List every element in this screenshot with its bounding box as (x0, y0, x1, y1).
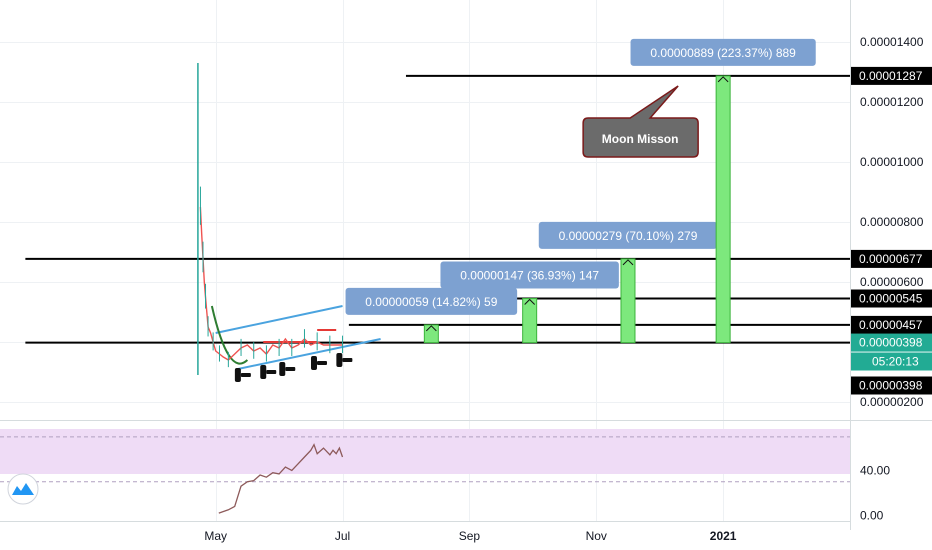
target-bar (423, 324, 439, 344)
price-series (197, 63, 344, 375)
time-tick-label: Nov (586, 529, 607, 543)
price-tag-label: 0.00001287 (859, 69, 923, 83)
price-tag (851, 376, 932, 395)
rsi-tick-label: 0.00 (860, 508, 884, 522)
target-label: 0.00000059 (14.82%) 59 (365, 295, 497, 309)
time-tick-label: May (204, 529, 227, 543)
target-label-box (538, 221, 718, 249)
target-arrow-head (717, 76, 729, 83)
pivot-marker (285, 367, 296, 371)
price-tag-label: 0.00000457 (859, 318, 923, 332)
pivot-marker (342, 358, 353, 362)
price-tick-label: 0.00000600 (860, 275, 924, 289)
price-tick-label: 0.00000800 (860, 215, 924, 229)
pivot-marker (310, 356, 317, 370)
target-arrow-head (622, 259, 634, 266)
price-tag (851, 66, 932, 85)
price-tick-label: 0.00001200 (860, 95, 924, 109)
target-label: 0.00000279 (70.10%) 279 (559, 229, 698, 243)
callout-text: Moon Misson (602, 132, 679, 146)
target-label: 0.00000889 (223.37%) 889 (650, 46, 796, 60)
price-axis: 0.00001400 0.00001200 0.00001000 0.00000800… (851, 35, 932, 409)
pivot-marker (266, 370, 277, 374)
price-tag (851, 249, 932, 268)
time-tick-label: 2021 (710, 529, 737, 543)
pivot-marker (234, 368, 241, 382)
target-label: 0.00000147 (36.93%) 147 (460, 269, 599, 283)
price-tag-label: 05:20:13 (872, 355, 919, 369)
time-axis: May Jul Sep Nov 2021 (204, 529, 736, 543)
channel-upper-line (215, 305, 343, 334)
rsi-band (0, 429, 850, 474)
target-arrow-head (524, 298, 536, 305)
callout: Moon Misson (582, 85, 699, 158)
price-tag-label: 0.00000677 (859, 252, 923, 266)
rsi-line (218, 443, 344, 514)
rsi-tick-label: 40.00 (860, 464, 890, 478)
pivot-marker (316, 361, 327, 365)
channel-lower-line (237, 338, 381, 370)
tradingview-logo-icon[interactable] (7, 473, 39, 505)
target-label-box (630, 38, 816, 66)
target-arrow-head (425, 325, 437, 332)
target-bar (522, 298, 538, 344)
price-tick-label: 0.00001400 (860, 35, 924, 49)
price-tag-label: 0.00000398 (859, 379, 923, 393)
price-tag (851, 315, 932, 334)
pivot-marker (336, 353, 343, 367)
pivot-marker (240, 373, 251, 377)
rsi-pane: 40.00 0.00 (0, 436, 890, 522)
time-tick-label: Jul (335, 529, 350, 543)
price-tag (851, 352, 932, 371)
callout-bubble (582, 85, 699, 158)
price-tag-label: 0.00000398 (859, 336, 923, 350)
target-arrows: 0.00000059 (14.82%) 59 0.00000147 (36.93%… (345, 38, 816, 344)
price-tag (851, 289, 932, 308)
pivot-marker (279, 362, 286, 376)
target-bar (620, 258, 636, 344)
pivot-marker (260, 365, 267, 379)
trend-drawings (210, 305, 381, 382)
bottom-curve (210, 305, 249, 365)
price-line (199, 206, 343, 361)
price-tick-label: 0.00000200 (860, 395, 924, 409)
price-tick-label: 0.00001000 (860, 155, 924, 169)
target-bar (715, 75, 731, 344)
target-label-box (345, 287, 518, 315)
price-tag-label: 0.00000545 (859, 292, 923, 306)
target-label-box (440, 261, 619, 289)
time-tick-label: Sep (459, 529, 481, 543)
price-tag (851, 333, 932, 352)
